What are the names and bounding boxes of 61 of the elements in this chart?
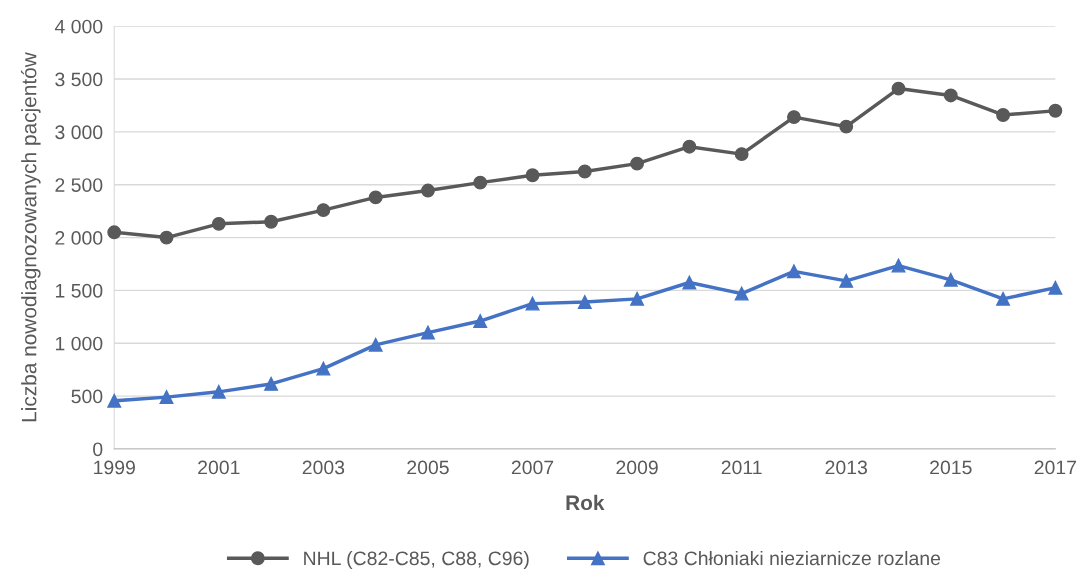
point	[473, 314, 488, 328]
x-tick-label: 2011	[721, 460, 762, 475]
point	[943, 272, 958, 287]
y-tick-label: 4 000	[54, 19, 103, 34]
point	[996, 291, 1011, 306]
x-tick-label: 2017	[1034, 460, 1077, 475]
point	[316, 361, 331, 376]
point	[786, 264, 801, 279]
point	[1048, 280, 1063, 295]
point	[107, 393, 122, 408]
y-tick-label: 2 000	[55, 231, 103, 245]
legend-label: C83 Chłoniaki nieziarnicze rozlane	[643, 550, 941, 566]
x-axis-title: Rok	[566, 494, 605, 511]
point	[368, 190, 383, 205]
y-tick-label: 3 500	[55, 72, 103, 87]
point	[839, 273, 854, 288]
point	[159, 230, 174, 245]
point	[630, 291, 645, 306]
point	[525, 296, 540, 311]
point	[159, 390, 174, 405]
point	[839, 119, 854, 134]
x-tick-label: 1999	[94, 460, 135, 475]
y-tick-label: 1 000	[55, 336, 103, 351]
point	[996, 108, 1011, 122]
point	[421, 183, 435, 198]
y-tick-label: 2 500	[55, 178, 103, 192]
point	[734, 286, 749, 301]
y-tick-label: 0	[93, 442, 103, 457]
point	[577, 164, 592, 179]
y-axis-title: Liczba nowodiagnozowanych pacjentów	[20, 52, 41, 422]
y-tick-label: 3 000	[55, 125, 103, 140]
x-tick-label: 2005	[407, 460, 449, 475]
point	[211, 216, 226, 231]
point	[1048, 103, 1063, 118]
point	[577, 295, 592, 309]
point	[264, 214, 279, 229]
point	[682, 275, 697, 290]
point	[891, 258, 906, 273]
point	[786, 110, 801, 125]
point	[421, 325, 435, 340]
x-tick-label: 2015	[930, 460, 972, 475]
x-tick-label: 2007	[511, 460, 554, 475]
point	[682, 139, 697, 154]
point	[525, 168, 540, 183]
point	[630, 156, 645, 171]
point	[316, 203, 331, 218]
point	[473, 175, 488, 190]
x-tick-label: 2009	[616, 460, 658, 475]
legend-label: NHL (C82-C85, C88, C96)	[304, 550, 529, 570]
point	[211, 384, 226, 399]
y-tick-label: 500	[71, 389, 103, 404]
point	[107, 225, 122, 240]
point	[891, 81, 906, 96]
point	[368, 337, 383, 352]
x-tick-label: 2003	[302, 460, 345, 475]
x-tick-label: 2001	[198, 460, 240, 475]
point	[264, 376, 279, 391]
y-tick-label: 1 500	[55, 283, 103, 298]
x-tick-label: 2013	[825, 460, 867, 475]
point	[734, 147, 749, 162]
point	[943, 88, 958, 103]
